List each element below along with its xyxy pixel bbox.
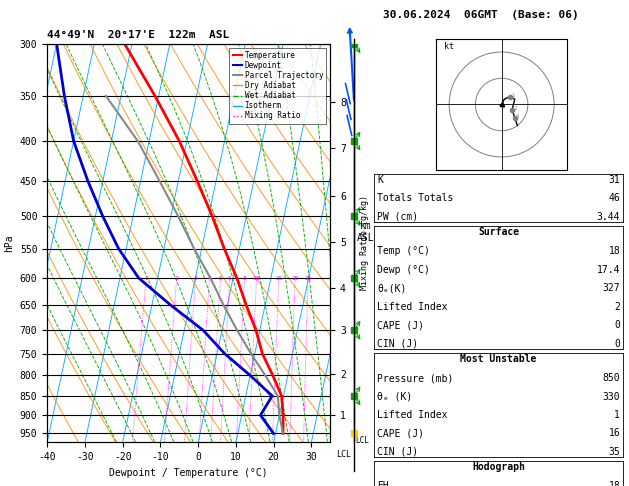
Text: PW (cm): PW (cm) (377, 212, 418, 222)
Text: 2: 2 (615, 302, 620, 312)
Text: 20: 20 (291, 276, 299, 281)
Legend: Temperature, Dewpoint, Parcel Trajectory, Dry Adiabat, Wet Adiabat, Isotherm, Mi: Temperature, Dewpoint, Parcel Trajectory… (230, 48, 326, 123)
Text: 3: 3 (194, 276, 198, 281)
Text: 18: 18 (608, 481, 620, 486)
Text: Surface: Surface (478, 227, 519, 237)
Text: Mixing Ratio (g/kg): Mixing Ratio (g/kg) (360, 195, 369, 291)
Text: 3.44: 3.44 (597, 212, 620, 222)
Text: Temp (°C): Temp (°C) (377, 246, 430, 256)
Text: 4: 4 (208, 276, 211, 281)
Text: LCL: LCL (355, 436, 369, 445)
Text: 0: 0 (615, 320, 620, 330)
Text: θₑ(K): θₑ(K) (377, 283, 407, 293)
Text: 327: 327 (603, 283, 620, 293)
Y-axis label: hPa: hPa (4, 234, 14, 252)
Text: Lifted Index: Lifted Index (377, 410, 448, 420)
Text: 1: 1 (511, 93, 514, 98)
Text: 1: 1 (144, 276, 148, 281)
X-axis label: Dewpoint / Temperature (°C): Dewpoint / Temperature (°C) (109, 468, 268, 478)
Text: 1: 1 (615, 410, 620, 420)
Text: EH: EH (377, 481, 389, 486)
Text: 44°49'N  20°17'E  122m  ASL: 44°49'N 20°17'E 122m ASL (47, 30, 230, 40)
Text: CIN (J): CIN (J) (377, 339, 418, 348)
Text: 850: 850 (603, 373, 620, 383)
Text: CAPE (J): CAPE (J) (377, 429, 425, 438)
Y-axis label: km
ASL: km ASL (357, 222, 374, 243)
Text: 2: 2 (513, 106, 516, 111)
Text: CIN (J): CIN (J) (377, 447, 418, 457)
Text: 30.06.2024  06GMT  (Base: 06): 30.06.2024 06GMT (Base: 06) (383, 10, 579, 20)
Text: 18: 18 (608, 246, 620, 256)
Text: 35: 35 (608, 447, 620, 457)
Text: 330: 330 (603, 392, 620, 401)
Text: 25: 25 (304, 276, 312, 281)
Text: Pressure (mb): Pressure (mb) (377, 373, 454, 383)
Text: 10: 10 (253, 276, 260, 281)
Text: 31: 31 (608, 175, 620, 185)
Text: 2: 2 (175, 276, 179, 281)
Text: LCL: LCL (336, 450, 351, 459)
Text: 8: 8 (243, 276, 247, 281)
Text: 3: 3 (516, 114, 520, 119)
Text: kt: kt (444, 42, 454, 52)
Text: 0: 0 (615, 339, 620, 348)
Text: Hodograph: Hodograph (472, 462, 525, 472)
Text: 17.4: 17.4 (597, 265, 620, 275)
Text: θₑ (K): θₑ (K) (377, 392, 413, 401)
Text: 46: 46 (608, 193, 620, 204)
Text: 6: 6 (228, 276, 231, 281)
Text: Lifted Index: Lifted Index (377, 302, 448, 312)
Text: CAPE (J): CAPE (J) (377, 320, 425, 330)
Text: 15: 15 (275, 276, 282, 281)
Text: Totals Totals: Totals Totals (377, 193, 454, 204)
Text: K: K (377, 175, 383, 185)
Text: Most Unstable: Most Unstable (460, 354, 537, 364)
Text: Dewp (°C): Dewp (°C) (377, 265, 430, 275)
Text: 5: 5 (218, 276, 222, 281)
Text: 16: 16 (608, 429, 620, 438)
